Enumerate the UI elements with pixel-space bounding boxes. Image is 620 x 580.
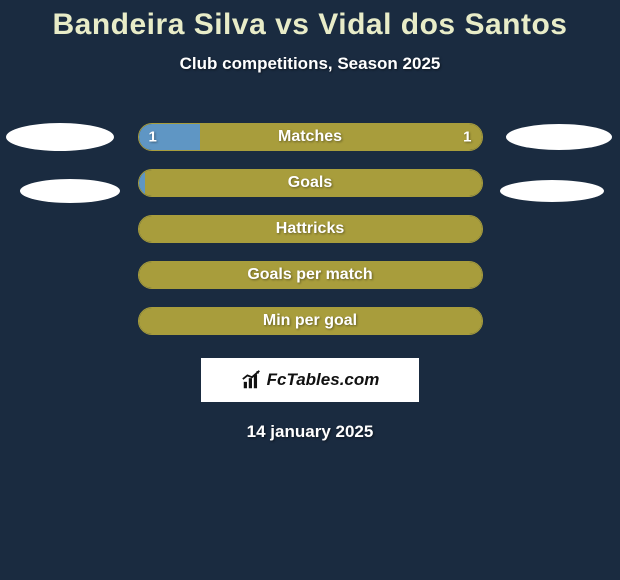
- stat-value-left: 1: [149, 129, 157, 146]
- stat-row: Goals: [0, 160, 620, 206]
- logo-box[interactable]: FcTables.com: [201, 358, 419, 402]
- subtitle: Club competitions, Season 2025: [0, 54, 620, 74]
- stat-row: Min per goal: [0, 298, 620, 344]
- main-container: Bandeira Silva vs Vidal dos Santos Club …: [0, 0, 620, 442]
- stat-bar: Hattricks: [138, 215, 483, 243]
- stat-bar: Min per goal: [138, 307, 483, 335]
- stat-value-right: 1: [463, 129, 471, 146]
- stat-rows: Matches 1 1 Goals Hattricks Goals per match Mi…: [0, 114, 620, 344]
- stat-row: Hattricks: [0, 206, 620, 252]
- date-text: 14 january 2025: [0, 422, 620, 442]
- chart-icon: [241, 369, 263, 391]
- stat-bar: Matches 1 1: [138, 123, 483, 151]
- stat-label: Hattricks: [276, 220, 344, 238]
- stat-label: Matches: [278, 128, 342, 146]
- stat-row: Goals per match: [0, 252, 620, 298]
- stat-row: Matches 1 1: [0, 114, 620, 160]
- logo-text: FcTables.com: [267, 370, 380, 390]
- stat-bar: Goals per match: [138, 261, 483, 289]
- bar-left-fill: [139, 170, 146, 196]
- stat-bar: Goals: [138, 169, 483, 197]
- stat-label: Goals per match: [247, 266, 372, 284]
- stat-label: Min per goal: [263, 312, 357, 330]
- stat-label: Goals: [288, 174, 332, 192]
- page-title: Bandeira Silva vs Vidal dos Santos: [0, 8, 620, 42]
